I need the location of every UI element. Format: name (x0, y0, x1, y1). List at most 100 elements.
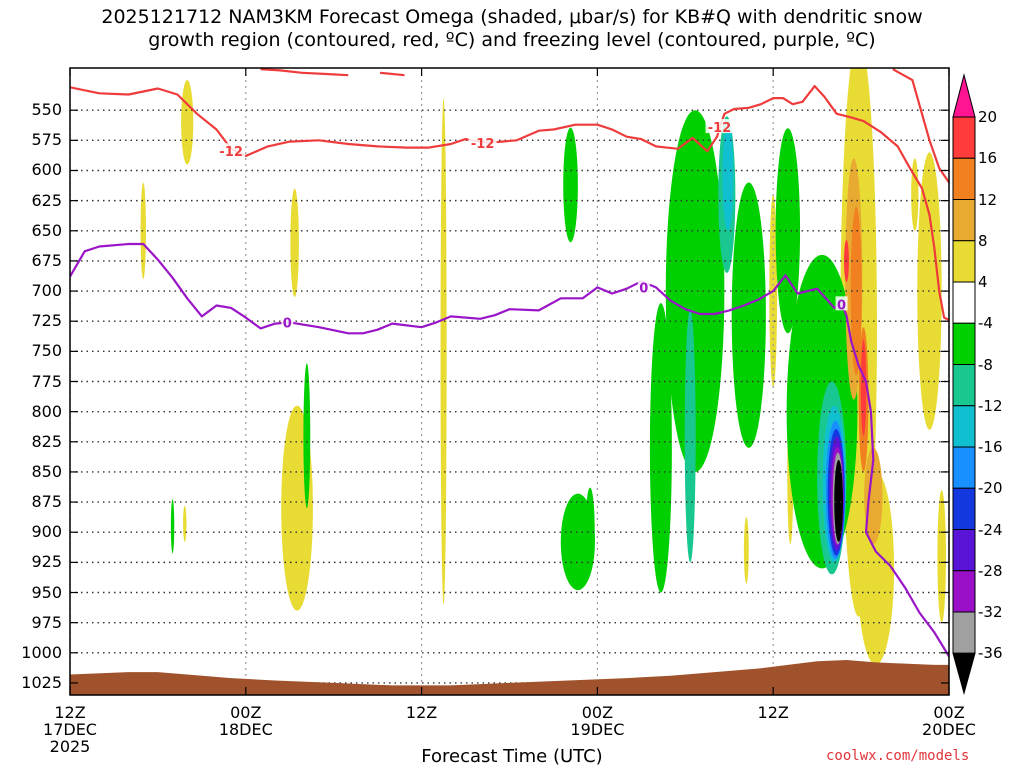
omega-region (440, 98, 447, 605)
y-tick-label: 625 (31, 190, 62, 210)
x-tick-label: 12Z (54, 703, 86, 722)
omega-region (911, 158, 919, 231)
y-tick-label: 825 (31, 431, 62, 451)
colorbar-label: -32 (978, 603, 1003, 621)
x-tick-label: 00Z (933, 703, 965, 722)
contour-label-bg (468, 134, 497, 149)
contour-line (70, 84, 949, 321)
colorbar-label: -16 (978, 438, 1003, 456)
colorbar-bin (952, 529, 976, 572)
x-tick-label: 19DEC (570, 720, 625, 739)
x-tick-label: 00Z (581, 703, 614, 722)
contour-label-bg (705, 119, 734, 134)
contour-line (892, 68, 949, 184)
contour-line (379, 71, 405, 77)
contour-lines: -12 -12 -12 0 0 0 (70, 68, 949, 657)
contour-label-bg (637, 279, 650, 294)
omega-region (140, 182, 146, 280)
source-credit[interactable]: coolwx.com/models (826, 748, 970, 764)
colorbar-label: -24 (978, 520, 1003, 539)
x-tick-label: 12Z (405, 703, 438, 722)
x-tick-label: 17DEC (43, 720, 97, 739)
omega-region (303, 363, 311, 509)
colorbar-bin (952, 487, 976, 530)
colorbar-bin (952, 405, 976, 448)
colorbar-cap-bottom (952, 652, 976, 696)
omega-region (666, 272, 675, 334)
omega-region (937, 490, 946, 623)
omega-region (850, 206, 862, 376)
contour-label-bg (835, 296, 848, 311)
y-tick-label: 675 (31, 250, 62, 270)
colorbar-bin (952, 240, 976, 283)
omega-shading (140, 68, 946, 665)
x-axis-title: Forecast Time (UTC) (421, 746, 603, 767)
y-tick-label: 975 (31, 612, 62, 632)
y-tick-label: 650 (31, 220, 62, 240)
colorbar-cap-top (952, 73, 976, 118)
colorbar-bin (952, 281, 976, 324)
y-tick-label: 1000 (21, 642, 62, 662)
y-tick-label: 800 (31, 401, 62, 421)
colorbar-bin (952, 364, 976, 407)
y-tick-label: 775 (31, 371, 62, 391)
contour-label: -12 (219, 145, 243, 160)
omega-region (775, 128, 801, 334)
contour-label: 0 (837, 298, 846, 313)
colorbar-bin (952, 116, 976, 159)
y-tick-label: 550 (31, 100, 62, 120)
terrain-fill (70, 660, 949, 695)
contour-label-bg (281, 314, 294, 329)
chart-title-line-2: growth region (contoured, red, ºC) and f… (148, 29, 876, 51)
y-tick-label: 575 (31, 130, 62, 150)
omega-region (731, 182, 766, 448)
colorbar-label: 16 (978, 149, 998, 168)
colorbar-bin (952, 570, 976, 613)
omega-region (181, 80, 194, 165)
contour-line (260, 68, 349, 77)
y-tick-label: 850 (31, 461, 62, 481)
x-tick-label: 00Z (230, 703, 262, 722)
x-tick-label: 2025 (49, 737, 91, 756)
colorbar-bin (952, 199, 976, 242)
omega-region (834, 459, 844, 542)
omega-region (649, 303, 672, 593)
colorbar-label: -4 (978, 314, 993, 333)
chart-title-line-1: 2025121712 NAM3KM Forecast Omega (shaded… (101, 6, 923, 28)
omega-region (585, 487, 595, 573)
plot-frame (69, 67, 950, 696)
colorbar-bin (952, 322, 976, 365)
contour-label: -12 (708, 121, 732, 136)
contour-label-bg (217, 143, 246, 158)
colorbar-label: -28 (978, 561, 1003, 580)
colorbar-label: -8 (978, 355, 993, 374)
omega-region (290, 188, 299, 298)
x-tick-label: 18DEC (218, 720, 273, 739)
terrain (70, 660, 949, 695)
colorbar-label: -12 (978, 396, 1003, 415)
colorbar-label: -36 (978, 644, 1003, 663)
colorbar-label: -20 (978, 479, 1003, 498)
y-tick-label: 1025 (21, 672, 62, 692)
y-tick-label: 725 (31, 311, 62, 331)
omega-region (743, 517, 749, 584)
y-tick-label: 750 (31, 341, 62, 361)
x-tick-label: 12Z (757, 703, 789, 722)
omega-region (563, 127, 578, 243)
colorbar-bin (952, 446, 976, 489)
y-tick-label: 950 (31, 582, 62, 602)
y-tick-label: 900 (31, 522, 62, 542)
contour-label: -12 (471, 137, 495, 152)
contour-label: 0 (283, 316, 292, 331)
omega-region (183, 505, 187, 542)
y-tick-label: 600 (31, 160, 62, 180)
contour-label: 0 (639, 281, 648, 296)
omega-region (665, 110, 725, 472)
y-tick-label: 875 (31, 492, 62, 512)
colorbar-label: 20 (978, 108, 998, 126)
omega-region (860, 339, 867, 436)
x-tick-label: 20DEC (922, 720, 976, 739)
colorbar-label: 12 (978, 190, 998, 209)
colorbar-bin (952, 157, 976, 200)
